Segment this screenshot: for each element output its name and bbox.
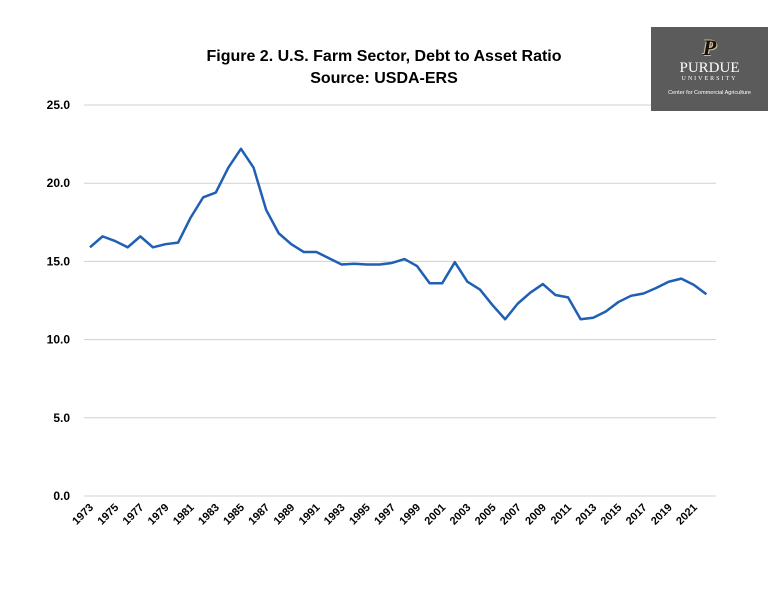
x-tick-label: 2021 [674,502,700,528]
logo-sub: UNIVERSITY [681,76,738,82]
y-tick-label: 15.0 [47,254,71,268]
x-tick-label: 1997 [372,502,398,528]
x-tick-label: 1975 [95,502,121,528]
x-tick-label: 1985 [221,502,247,528]
x-tick-label: 2001 [423,502,449,528]
x-tick-label: 1995 [347,502,373,528]
x-tick-label: 2015 [599,502,625,528]
x-tick-label: 1983 [196,502,222,528]
x-tick-label: 2003 [448,502,474,528]
chart-subtitle: Source: USDA-ERS [310,70,458,87]
x-tick-label: 1999 [397,502,423,528]
x-tick-label: 2009 [523,502,549,528]
x-tick-label: 1993 [322,502,348,528]
data-line [89,147,708,321]
purdue-p-icon: P [702,35,717,60]
x-tick-label: 1989 [272,502,298,528]
x-tick-label: 1973 [70,502,96,528]
x-tick-label: 1977 [121,502,147,528]
x-tick-label: 2013 [574,502,600,528]
x-tick-label: 1981 [171,502,197,528]
x-tick-label: 2005 [473,502,499,528]
y-tick-label: 5.0 [53,411,70,425]
y-tick-label: 20.0 [47,176,71,190]
x-tick-label: 1987 [246,502,272,528]
purdue-logo: P PURDUE UNIVERSITY Center for Commercia… [651,27,768,111]
x-tick-label: 1991 [297,502,323,528]
x-tick-label: 1979 [146,502,172,528]
logo-name: PURDUE [679,60,740,76]
y-tick-label: 0.0 [53,489,70,503]
x-tick-label: 2017 [624,502,650,528]
x-tick-label: 2007 [498,502,524,528]
y-tick-label: 10.0 [47,333,71,347]
x-tick-label: 2019 [649,502,675,528]
x-tick-label: 2011 [549,502,574,527]
logo-center: Center for Commercial Agriculture [668,90,751,96]
y-tick-label: 25.0 [47,98,71,112]
chart-title: Figure 2. U.S. Farm Sector, Debt to Asse… [206,48,562,65]
